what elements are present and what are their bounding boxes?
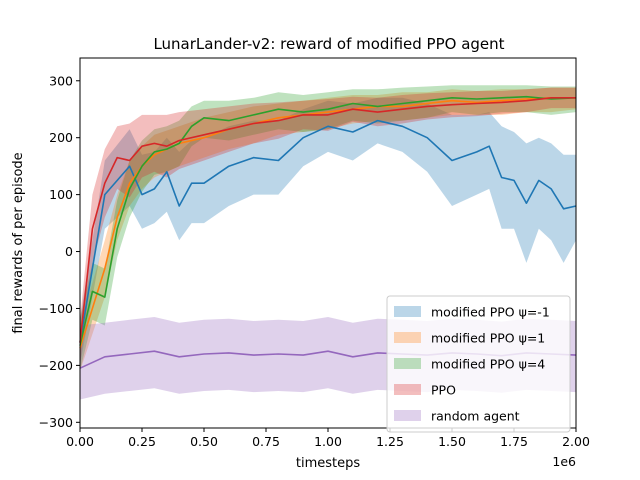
x-tick-label: 2.00 bbox=[562, 434, 590, 449]
legend-label: modified PPO ψ=1 bbox=[431, 331, 545, 346]
x-tick-label: 0.25 bbox=[128, 434, 156, 449]
y-tick-label: 200 bbox=[49, 130, 73, 145]
line-series-3 bbox=[79, 97, 576, 343]
legend-swatch bbox=[394, 384, 421, 395]
legend-label: modified PPO ψ=-1 bbox=[431, 305, 550, 320]
x-tick-label: 0.50 bbox=[190, 434, 218, 449]
legend-swatch bbox=[394, 358, 421, 369]
legend-label: PPO bbox=[431, 383, 456, 398]
x-axis-label: timesteps bbox=[296, 456, 360, 471]
legend-swatch bbox=[394, 306, 421, 317]
y-tick-label: −200 bbox=[39, 358, 73, 373]
legend-label: modified PPO ψ=4 bbox=[431, 357, 545, 372]
y-tick-label: 0 bbox=[65, 244, 73, 259]
line-series-0 bbox=[79, 119, 577, 343]
x-tick-label: 1.75 bbox=[500, 434, 528, 449]
band-series-0 bbox=[80, 97, 576, 366]
band-series-3 bbox=[80, 87, 576, 366]
y-tick-label: −300 bbox=[39, 415, 73, 430]
y-tick-label: 100 bbox=[49, 187, 73, 202]
x-tick-label: 0.75 bbox=[252, 434, 280, 449]
x-tick-label: 1.25 bbox=[376, 434, 404, 449]
chart-title: LunarLander-v2: reward of modified PPO a… bbox=[153, 35, 504, 53]
y-axis-ticks: −300 −200 −100 0 100 200 300 bbox=[39, 73, 80, 430]
line-series-2 bbox=[79, 95, 577, 346]
x-axis-offset-label: 1e6 bbox=[552, 454, 576, 469]
legend-label: random agent bbox=[431, 409, 520, 424]
x-axis-ticks: 0.00 0.25 0.50 0.75 1.00 1.25 1.50 1.75 2.00 bbox=[66, 428, 590, 449]
series-lines bbox=[79, 95, 577, 369]
legend-swatch bbox=[394, 410, 421, 421]
x-tick-label: 0.00 bbox=[66, 434, 94, 449]
legend-swatch bbox=[394, 332, 421, 343]
y-tick-label: −100 bbox=[39, 301, 73, 316]
x-tick-label: 1.00 bbox=[314, 434, 342, 449]
y-tick-label: 300 bbox=[49, 73, 73, 88]
y-axis-label: final rewards of per episode bbox=[11, 152, 26, 333]
legend: modified PPO ψ=-1 modified PPO ψ=1 modifie… bbox=[386, 295, 571, 433]
legend-box bbox=[386, 295, 571, 433]
x-tick-label: 1.50 bbox=[438, 434, 466, 449]
